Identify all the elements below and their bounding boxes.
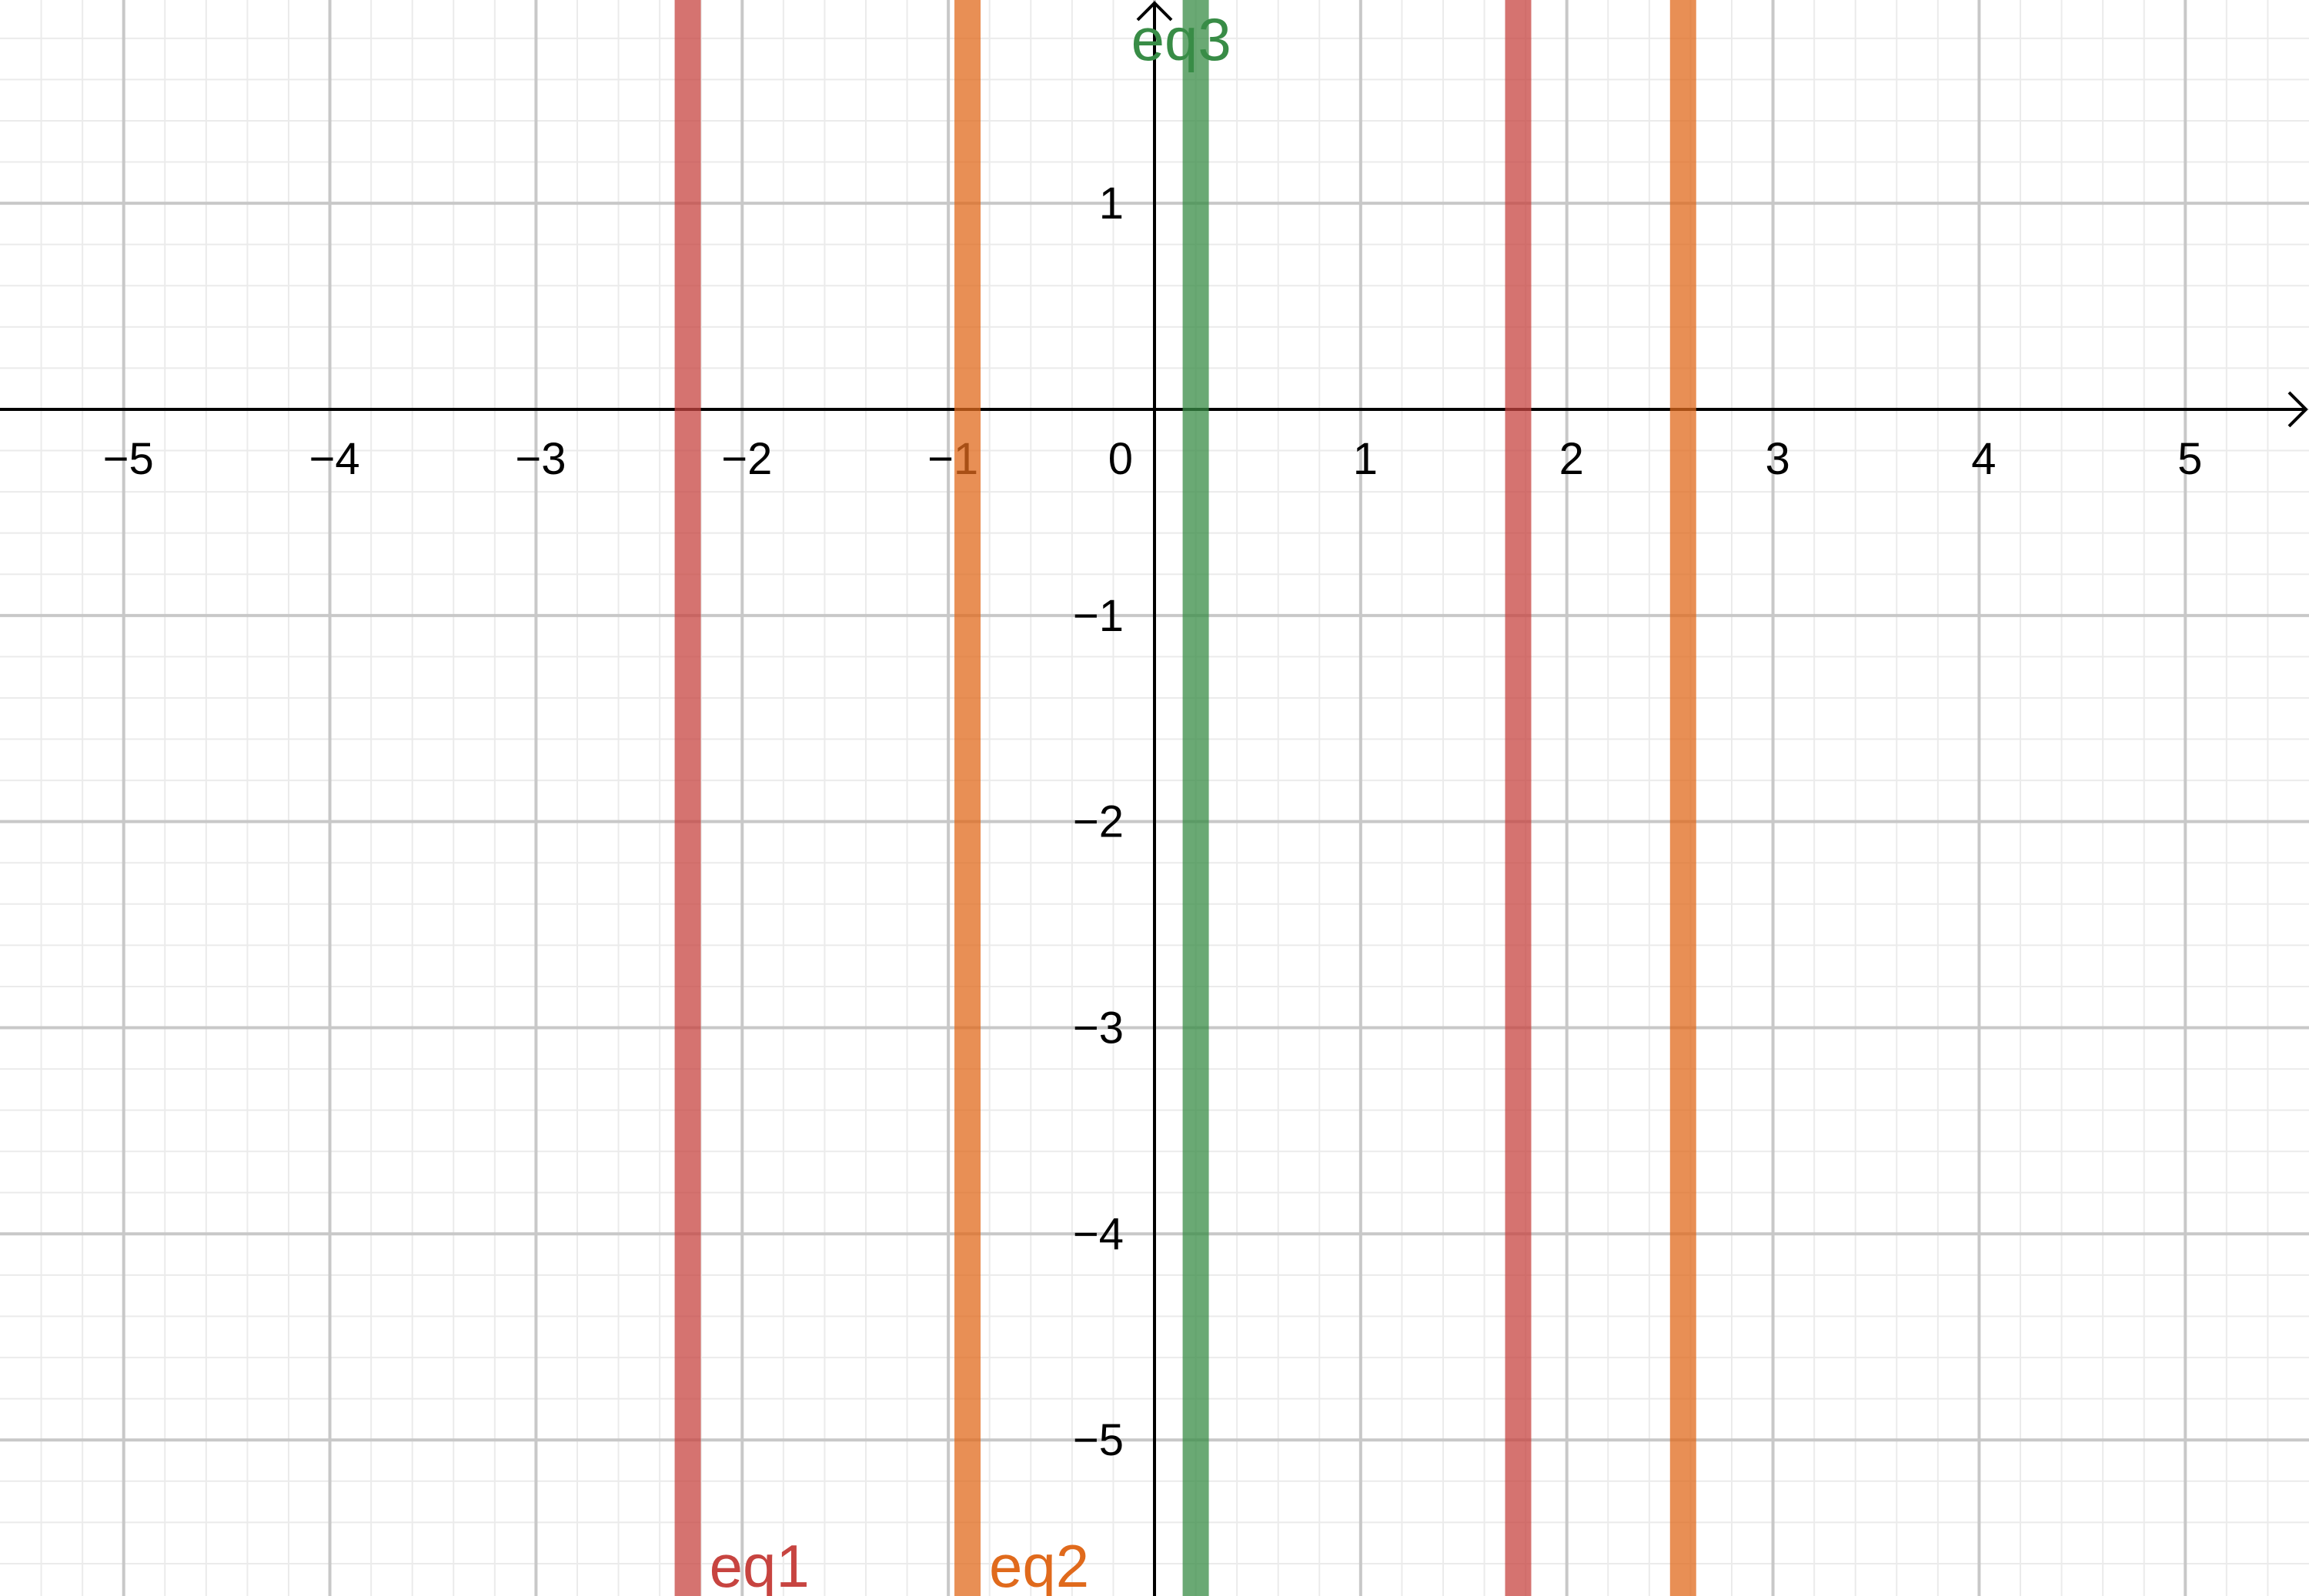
x-tick-label: −5 [103, 434, 154, 484]
x-tick-label: 4 [1971, 434, 1996, 484]
y-tick-label: 1 [1099, 179, 1124, 229]
x-tick-label: −2 [721, 434, 772, 484]
y-tick-label: −1 [1073, 591, 1124, 641]
x-axis-arrow [2287, 391, 2308, 428]
x-tick-label: 2 [1559, 434, 1584, 484]
y-tick-label: −4 [1073, 1209, 1124, 1259]
x-tick-label: 1 [1353, 434, 1378, 484]
x-tick-label: −4 [309, 434, 360, 484]
equation-label: eq3 [1131, 5, 1231, 73]
y-tick-label: −2 [1073, 797, 1124, 847]
y-axis-arrow [1136, 1, 1173, 22]
x-tick-label: 0 [1108, 434, 1133, 484]
y-tick-label: −3 [1073, 1003, 1124, 1053]
x-tick-label: 3 [1765, 434, 1789, 484]
y-tick-label: −5 [1073, 1415, 1124, 1465]
x-tick-label: −3 [515, 434, 566, 484]
equation-label: eq2 [989, 1532, 1089, 1596]
equation-label: eq1 [710, 1532, 810, 1596]
x-tick-label: 5 [2177, 434, 2202, 484]
